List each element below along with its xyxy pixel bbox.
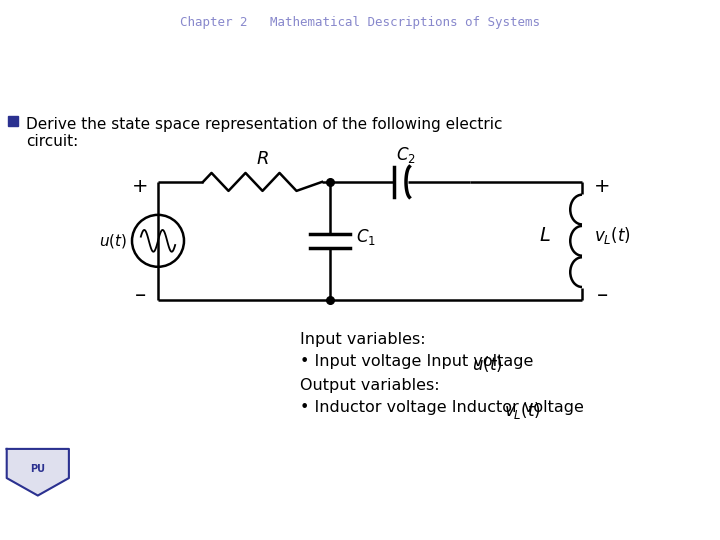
Text: Homework 1: Electrical System: Homework 1: Electrical System: [31, 56, 689, 92]
Text: $u(t)$: $u(t)$: [472, 354, 503, 374]
Text: Output variables:: Output variables:: [300, 378, 440, 393]
Text: $R$: $R$: [256, 150, 269, 168]
Text: $C_2$: $C_2$: [396, 145, 416, 165]
Text: +: +: [594, 178, 611, 197]
Text: –: –: [596, 285, 608, 305]
Text: President University: President University: [39, 513, 206, 526]
Text: $u(t)$: $u(t)$: [99, 232, 127, 250]
Text: $L$: $L$: [539, 226, 550, 245]
Text: $v_L(t)$: $v_L(t)$: [594, 225, 631, 246]
Text: Input variables:: Input variables:: [300, 332, 426, 347]
Text: $v_L(t)$: $v_L(t)$: [504, 400, 541, 421]
Text: $C_1$: $C_1$: [356, 227, 376, 247]
Text: Modern Control 1/22: Modern Control 1/22: [518, 513, 678, 526]
Text: • Inductor voltage Inductor voltage: • Inductor voltage Inductor voltage: [300, 400, 589, 415]
Text: circuit:: circuit:: [26, 134, 78, 149]
Text: +: +: [132, 178, 148, 197]
Text: • Input voltage Input voltage: • Input voltage Input voltage: [300, 354, 539, 369]
Polygon shape: [6, 449, 69, 496]
Text: Chapter 2   Mathematical Descriptions of Systems: Chapter 2 Mathematical Descriptions of S…: [180, 16, 540, 29]
Text: Derive the state space representation of the following electric: Derive the state space representation of…: [26, 117, 503, 132]
Text: PU: PU: [30, 464, 45, 474]
Text: –: –: [135, 285, 145, 305]
Bar: [8, 116, 18, 126]
Text: Erwin Sitompul: Erwin Sitompul: [302, 513, 418, 526]
